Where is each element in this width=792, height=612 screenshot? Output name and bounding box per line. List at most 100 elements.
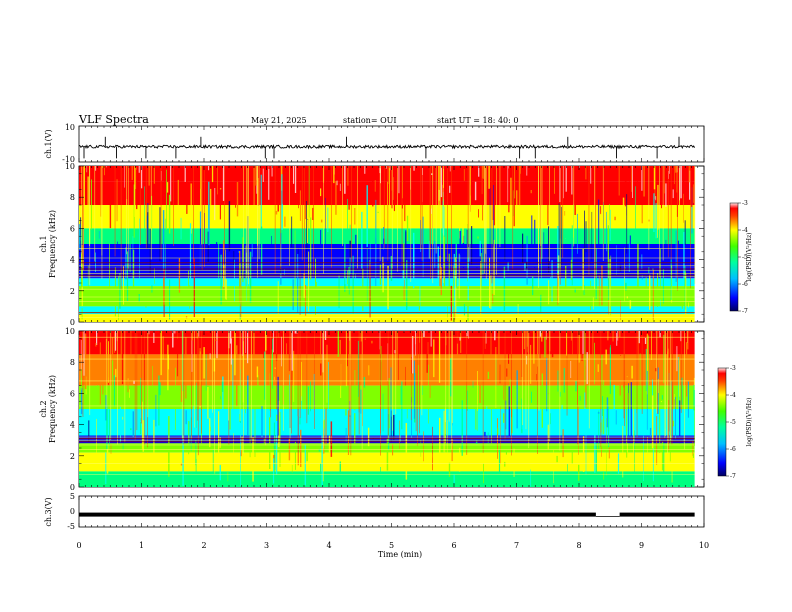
spectrogram-sferic [115, 166, 116, 256]
spectrogram-sferic [560, 331, 561, 451]
spectrogram-sferic [323, 331, 324, 449]
spectrogram-streak [301, 396, 302, 427]
spectrogram-streak [255, 166, 257, 186]
spectrogram-streak [656, 168, 657, 170]
spectrogram-streak [99, 231, 100, 239]
spectrogram-streak [91, 179, 92, 229]
spectrogram-streak [590, 166, 591, 184]
spectrogram-streak [609, 331, 610, 347]
spectrogram-streak [439, 331, 440, 383]
spectrogram-sferic [304, 166, 305, 278]
spectrogram-streak [218, 239, 219, 278]
spectrogram-streak [347, 166, 348, 186]
spectrogram-streak [503, 363, 504, 400]
spectrogram-streak [206, 354, 207, 391]
spectrogram-streak [391, 367, 392, 416]
spectrogram-streak [661, 401, 662, 402]
spectrogram-streak [348, 191, 349, 209]
spectrogram-streak [418, 365, 419, 389]
spectrogram-sferic [193, 166, 194, 264]
spectrogram-streak [675, 394, 676, 400]
spectrogram-streak [514, 449, 515, 477]
spectrogram-streak [462, 400, 463, 456]
spectrogram-sferic [257, 166, 258, 246]
spectrogram-streak [533, 331, 534, 364]
spectrogram-streak [607, 331, 608, 340]
spectrogram-streak [598, 411, 599, 450]
spectrogram-sferic [128, 166, 129, 270]
spectrogram-streak [586, 427, 587, 475]
spectrogram-streak [450, 166, 451, 171]
spectrogram-streak [109, 409, 110, 444]
spectrogram-streak [114, 307, 115, 312]
spectrogram-streak [119, 273, 120, 309]
spectrogram-streak [430, 362, 431, 398]
spectrogram-streak [412, 336, 413, 373]
spectrogram-streak [132, 166, 133, 180]
spectrogram-sferic [451, 166, 452, 272]
spectrogram-streak [320, 188, 321, 196]
spectrogram-streak [494, 195, 495, 225]
spectrogram-streak [668, 349, 669, 357]
spectrogram-streak [641, 260, 642, 267]
spectrogram-streak [406, 232, 407, 264]
spectrogram-sferic [538, 166, 539, 288]
spectrogram-streak [268, 166, 269, 169]
spectrogram-streak [608, 406, 609, 448]
spectrogram-sferic [577, 331, 578, 444]
spectrogram-sferic [603, 166, 604, 261]
ch1-colorbar [730, 203, 738, 311]
spectrogram-sferic [313, 166, 314, 275]
spectrogram-streak [310, 382, 311, 412]
spectrogram-streak [638, 331, 639, 355]
spectrogram-streak [590, 281, 591, 311]
spectrogram-streak [534, 220, 535, 269]
spectrogram-streak [578, 465, 579, 481]
spectrogram-streak [347, 271, 348, 285]
spectrogram-streak [629, 243, 630, 272]
spectrogram-streak [548, 280, 549, 304]
spectrogram-sferic [624, 331, 625, 418]
spectrogram-streak [542, 374, 543, 428]
spectrogram-sferic [445, 331, 446, 434]
spectrogram-streak [220, 191, 221, 219]
spectrogram-streak [629, 331, 630, 347]
spectrogram-streak [519, 166, 521, 205]
colorbar-tick-label: -5 [730, 419, 736, 426]
spectrogram-streak [399, 166, 400, 193]
spectrogram-streak [222, 382, 223, 392]
spectrogram-streak [577, 214, 578, 254]
spectrogram-sferic [388, 166, 389, 261]
spectrogram-streak [527, 331, 528, 347]
x-tick-label: 7 [514, 541, 519, 550]
spectrogram-streak [500, 365, 501, 384]
spectrogram-sferic [243, 331, 244, 454]
spectrogram-streak [504, 462, 505, 467]
spectrogram-sferic [659, 166, 660, 277]
spectrogram-streak [423, 431, 424, 461]
spectrogram-streak [442, 185, 443, 201]
y-tick-label: 10 [65, 327, 75, 336]
spectrogram-streak [491, 331, 492, 357]
spectrogram-streak [370, 264, 371, 318]
spectrogram-sferic [594, 166, 595, 289]
spectrogram-sferic [642, 331, 643, 414]
spectrogram-streak [622, 426, 623, 478]
spectrogram-streak [429, 241, 430, 259]
spectrogram-streak [197, 383, 198, 428]
spectrogram-streak [79, 224, 80, 250]
spectrogram-streak [494, 331, 495, 340]
spectrogram-streak [231, 338, 232, 364]
spectrogram-streak [327, 208, 328, 233]
spectrogram-streak [114, 375, 115, 406]
spectrogram-sferic [449, 331, 450, 422]
spectrogram-streak [278, 331, 279, 337]
spectrogram-streak [147, 212, 148, 249]
spectrogram-streak [275, 367, 276, 369]
spectrogram-sferic [276, 331, 277, 409]
spectrogram-sferic [89, 166, 90, 285]
ch2-ylabel-line2: Frequency (kHz) [48, 375, 57, 443]
spectrogram-sferic [395, 331, 396, 414]
spectrogram-sferic [470, 166, 471, 262]
spectrogram-streak [580, 396, 581, 401]
